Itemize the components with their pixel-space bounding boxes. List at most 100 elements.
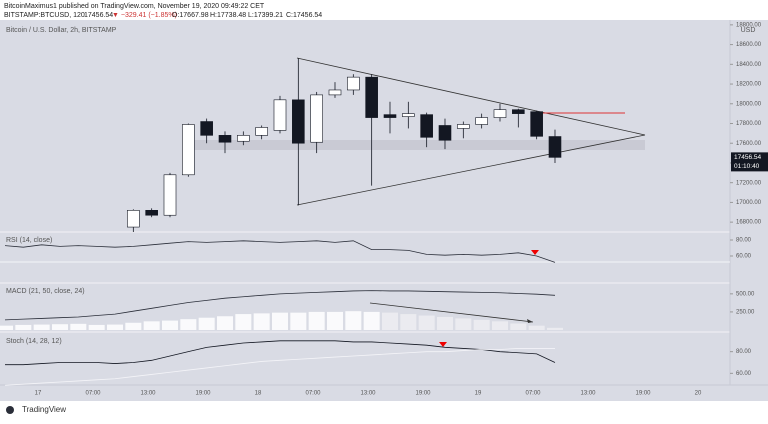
stoch-marker — [439, 342, 447, 347]
y-tick-label: 80.00 — [736, 238, 752, 244]
macd-histogram-bar — [125, 322, 142, 330]
y-tick-label: 500.00 — [736, 291, 755, 297]
symbol: BITSTAMP:BTCUSD, 120 — [4, 12, 85, 19]
macd-histogram-bar — [473, 319, 490, 330]
macd-histogram-bar — [253, 313, 270, 330]
macd-histogram-bar — [528, 325, 545, 330]
chart-title: Bitcoin / U.S. Dollar, 2h, BITSTAMP — [6, 27, 117, 34]
candle-body — [273, 99, 287, 131]
rsi-title: RSI (14, close) — [6, 237, 52, 244]
macd-histogram-bar — [106, 324, 123, 330]
macd-histogram-bar — [510, 323, 527, 330]
macd-histogram-bar — [198, 317, 215, 330]
candle-body — [548, 136, 562, 158]
candle-body — [530, 111, 543, 137]
y-tick-label: 17600.00 — [736, 141, 762, 147]
macd-histogram-bar — [51, 324, 68, 330]
y-tick-label: 60.00 — [736, 371, 752, 377]
last-price-tag — [731, 152, 768, 172]
indicator-line — [4, 290, 556, 321]
change: ▼ −329.41 (−1.85%) — [112, 12, 177, 19]
macd-histogram-bar — [400, 314, 417, 330]
candle-body — [402, 113, 415, 117]
macd-histogram-bar — [381, 312, 398, 330]
macd-histogram-bar — [418, 315, 435, 330]
candle-body — [457, 124, 470, 129]
macd-histogram-bar — [436, 316, 453, 330]
macd-histogram-bar — [161, 320, 178, 330]
arrow-head — [527, 319, 533, 323]
x-tick-label: 07:00 — [305, 391, 321, 397]
close: C:17456.54 — [286, 12, 322, 19]
x-tick-label: 13:00 — [580, 391, 596, 397]
macd-histogram-bar — [216, 316, 233, 330]
x-tick-label: 07:00 — [525, 391, 541, 397]
macd-histogram-bar — [290, 312, 307, 330]
macd-title: MACD (21, 50, close, 24) — [6, 288, 85, 295]
y-tick-label: 80.00 — [736, 349, 752, 355]
y-tick-label: 16800.00 — [736, 220, 762, 226]
low: L:17399.21 — [248, 12, 283, 19]
stoch-title: Stoch (14, 28, 12) — [6, 338, 62, 345]
divergence-arrow — [369, 302, 534, 323]
publisher: BitcoinMaximus1 published on TradingView… — [4, 3, 265, 10]
macd-histogram-bar — [546, 327, 563, 330]
y-axis-label: USD — [741, 27, 756, 34]
macd-histogram-bar — [180, 319, 197, 330]
macd-histogram-bar — [88, 324, 105, 330]
macd-histogram-bar — [33, 324, 50, 330]
last: 17456.54 — [84, 12, 113, 19]
macd-histogram-bar — [345, 311, 362, 330]
y-tick-label: 18000.00 — [736, 101, 762, 107]
candle-body — [200, 121, 213, 136]
candle-body — [237, 135, 250, 142]
y-tick-label: 60.00 — [736, 254, 752, 260]
x-tick-label: 17 — [35, 391, 42, 397]
trendline-upper — [296, 57, 646, 136]
candle-body — [420, 114, 433, 138]
x-tick-label: 19 — [475, 391, 482, 397]
footer-brand: TradingView — [22, 405, 66, 414]
x-tick-label: 19:00 — [415, 391, 431, 397]
last-price-label: 17456.54 — [734, 154, 761, 161]
indicator-line — [4, 240, 556, 263]
support-band — [190, 140, 645, 150]
brand-logo — [6, 406, 14, 414]
indicator-line — [5, 340, 556, 366]
x-tick-label: 18 — [255, 391, 262, 397]
macd-histogram-bar — [326, 311, 343, 330]
x-tick-label: 20 — [695, 391, 702, 397]
candle-body — [438, 125, 452, 141]
x-tick-label: 19:00 — [635, 391, 651, 397]
candle-body — [512, 109, 525, 114]
macd-histogram-bar — [70, 323, 87, 330]
candle-body — [328, 89, 342, 96]
candle-body — [365, 76, 378, 118]
y-tick-label: 18800.00 — [736, 22, 762, 28]
macd-histogram-bar — [235, 314, 252, 330]
candle-body — [347, 76, 360, 91]
macd-histogram-bar — [143, 321, 160, 330]
candle-body — [163, 174, 177, 216]
candle-body — [493, 109, 507, 118]
x-tick-label: 13:00 — [140, 391, 156, 397]
y-tick-label: 17800.00 — [736, 121, 762, 127]
candle-body — [475, 117, 488, 125]
x-tick-label: 19:00 — [195, 391, 211, 397]
countdown: 01:10:40 — [734, 163, 760, 170]
macd-histogram-bar — [363, 311, 380, 330]
macd-histogram-bar — [15, 324, 32, 330]
y-tick-label: 17000.00 — [736, 200, 762, 206]
candle-body — [127, 210, 140, 228]
candle-body — [292, 99, 305, 144]
indicator-line — [4, 348, 555, 386]
y-tick-label: 250.00 — [736, 310, 755, 316]
trendline-lower — [296, 134, 646, 206]
macd-histogram-bar — [0, 325, 13, 330]
candle-body — [182, 124, 195, 176]
x-tick-label: 13:00 — [360, 391, 376, 397]
candle-body — [218, 135, 232, 143]
high: H:17738.48 — [210, 12, 246, 19]
